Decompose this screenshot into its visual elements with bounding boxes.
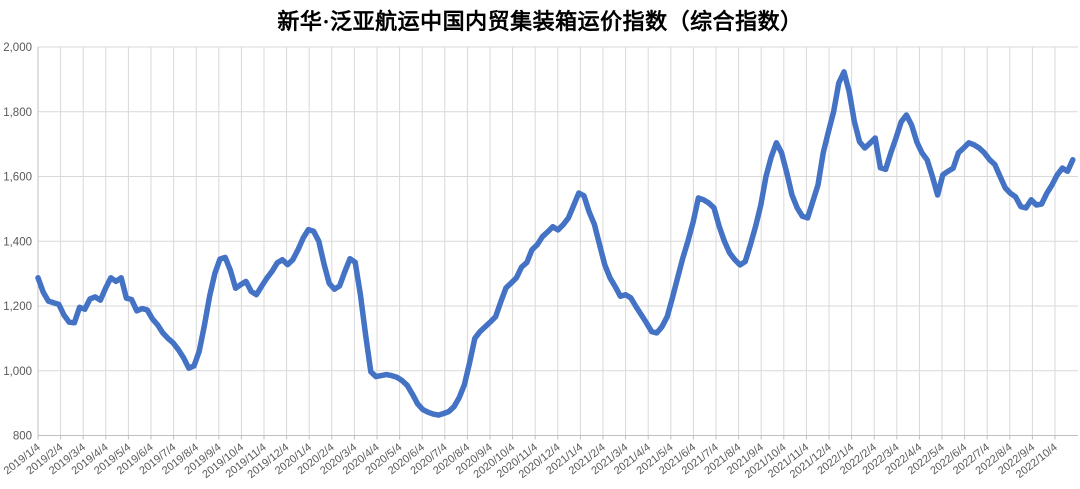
y-axis-label: 1,000 xyxy=(3,366,32,378)
y-axis-label: 1,400 xyxy=(3,236,32,248)
index-line-series xyxy=(35,69,1076,418)
y-axis-label: 800 xyxy=(13,431,32,443)
chart-title: 新华·泛亚航运中国内贸集装箱运价指数（综合指数） xyxy=(277,9,803,34)
y-axis-label: 1,200 xyxy=(3,301,32,313)
y-axis-label: 1,800 xyxy=(3,107,32,119)
y-axis-label: 2,000 xyxy=(3,42,32,54)
y-axis-label: 1,600 xyxy=(3,172,32,184)
